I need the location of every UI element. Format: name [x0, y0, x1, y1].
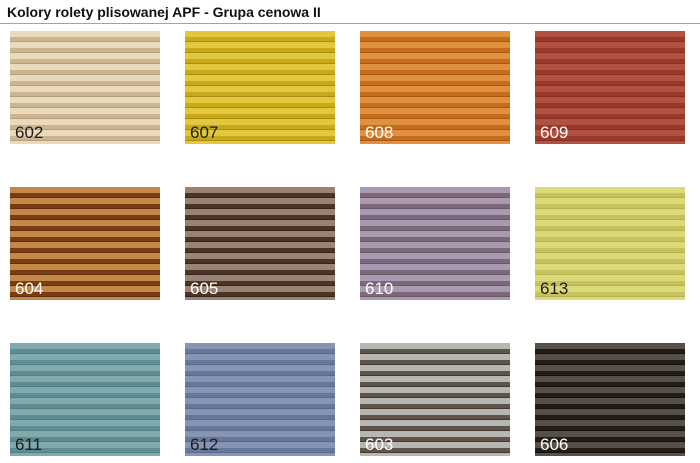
color-swatch-605[interactable]: 605: [185, 187, 335, 300]
color-swatch-603[interactable]: 603: [360, 343, 510, 456]
color-swatch-609[interactable]: 609: [535, 31, 685, 144]
swatch-code-label: 610: [365, 279, 394, 299]
swatch-code-label: 608: [365, 123, 394, 143]
swatch-grid: 602 607 608 609 604 605 610 613 611 612 …: [10, 31, 700, 456]
color-swatch-606[interactable]: 606: [535, 343, 685, 456]
swatch-code-label: 606: [540, 435, 569, 455]
color-swatch-608[interactable]: 608: [360, 31, 510, 144]
title-divider: [0, 23, 700, 24]
color-swatch-602[interactable]: 602: [10, 31, 160, 144]
swatch-code-label: 612: [190, 435, 219, 455]
color-swatch-607[interactable]: 607: [185, 31, 335, 144]
swatch-code-label: 607: [190, 123, 219, 143]
color-swatch-613[interactable]: 613: [535, 187, 685, 300]
page-title: Kolory rolety plisowanej APF - Grupa cen…: [7, 4, 321, 20]
swatch-code-label: 605: [190, 279, 219, 299]
swatch-code-label: 609: [540, 123, 569, 143]
swatch-code-label: 611: [15, 435, 43, 455]
color-swatch-611[interactable]: 611: [10, 343, 160, 456]
swatch-code-label: 613: [540, 279, 569, 299]
color-swatch-612[interactable]: 612: [185, 343, 335, 456]
swatch-code-label: 602: [15, 123, 44, 143]
color-swatch-604[interactable]: 604: [10, 187, 160, 300]
color-swatch-610[interactable]: 610: [360, 187, 510, 300]
swatch-code-label: 603: [365, 435, 394, 455]
swatch-code-label: 604: [15, 279, 44, 299]
